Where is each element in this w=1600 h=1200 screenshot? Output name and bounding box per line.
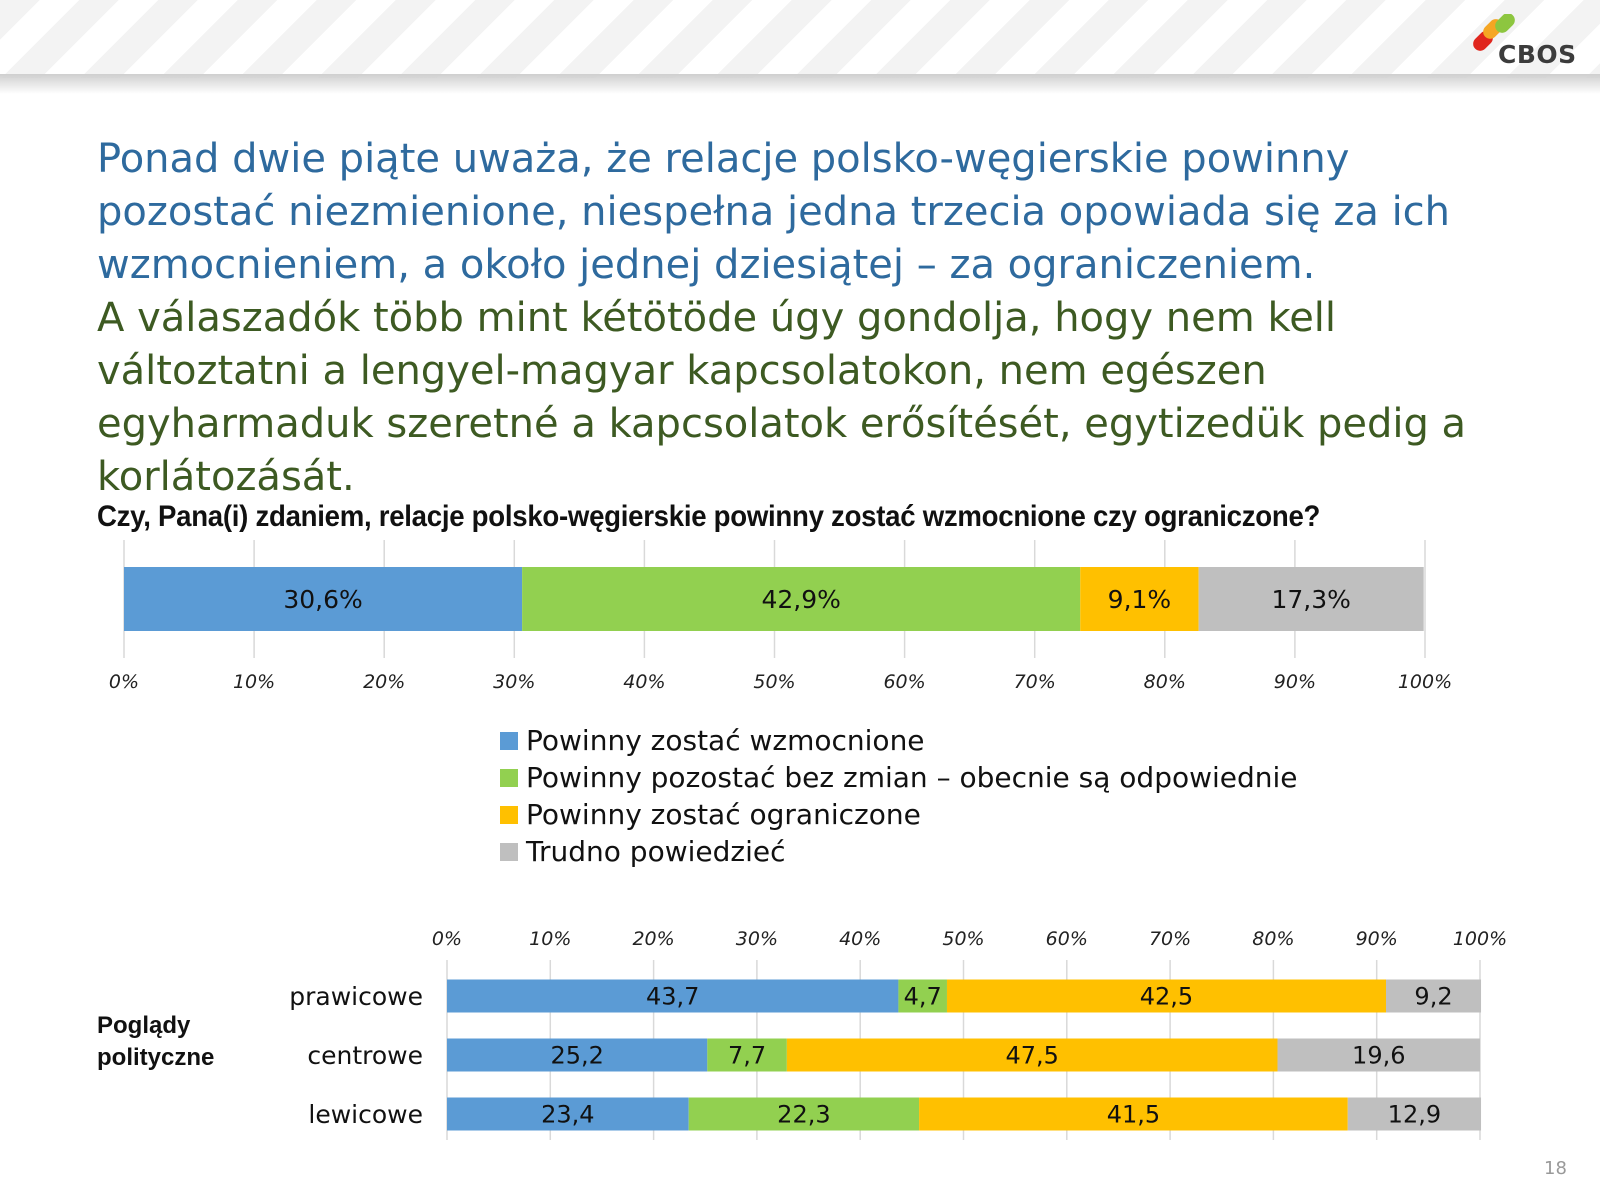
page-number: 18 <box>1544 1158 1567 1179</box>
data-label: 9,2 <box>1414 983 1452 1011</box>
headline-hungarian: A válaszadók több mint kétötöde úgy gond… <box>97 295 1467 500</box>
legend-label: Powinny pozostać bez zmian – obecnie są … <box>526 761 1298 794</box>
data-label: 42,5 <box>1140 983 1193 1011</box>
x-tick-label: 70% <box>1149 928 1191 950</box>
bar-segment <box>919 1097 1348 1131</box>
data-label: 23,4 <box>541 1101 594 1129</box>
bar-segment <box>707 1038 787 1072</box>
x-tick-label: 80% <box>1144 671 1186 693</box>
bar-segment <box>898 979 947 1013</box>
bar-segment <box>786 1038 1278 1072</box>
legend-swatch <box>500 805 518 824</box>
bar-segment <box>688 1097 920 1131</box>
legend-swatch <box>500 731 518 750</box>
data-label: 7,7 <box>728 1042 766 1070</box>
headline-polish: Ponad dwie piąte uważa, że relacje polsk… <box>97 136 1451 288</box>
x-tick-label: 100% <box>1453 928 1507 950</box>
political-views-label: Poglądy polityczne <box>97 1012 215 1071</box>
bar-segment <box>1347 1097 1482 1131</box>
bar-segment <box>522 567 1081 631</box>
x-tick-label: 80% <box>1252 928 1294 950</box>
header-band <box>0 0 1600 78</box>
legend-swatch <box>500 842 518 861</box>
bar-segment <box>447 1038 708 1072</box>
legend-item: Powinny zostać wzmocnione <box>500 722 1298 759</box>
headline: Ponad dwie piąte uważa, że relacje polsk… <box>97 133 1537 504</box>
bar-segment <box>124 567 523 631</box>
overall-stacked-bar-chart: 0% 10% 20% 30% 40% 50% 60% 70% 80% 90% 100% 30,6% 42… <box>109 540 1452 693</box>
category-label: prawicowe <box>289 982 423 1011</box>
legend-swatch <box>500 768 518 787</box>
bar-segment <box>1385 979 1482 1013</box>
x-tick-label: 90% <box>1356 928 1398 950</box>
data-label: 19,6 <box>1352 1042 1405 1070</box>
political-views-stacked-bar-chart: 0% 10% 20% 30% 40% 50% 60% 70% 80% 90% 100% 43,7 4,7… <box>289 928 1507 1140</box>
legend-item: Trudno powiedzieć <box>500 833 1298 870</box>
legend-label: Powinny zostać ograniczone <box>526 798 921 831</box>
bar-segment <box>946 979 1386 1013</box>
x-tick-label: 60% <box>1046 928 1088 950</box>
bar-segment <box>447 979 899 1013</box>
x-tick-label: 0% <box>432 928 462 950</box>
legend-item: Powinny pozostać bez zmian – obecnie są … <box>500 759 1298 796</box>
category-label: centrowe <box>307 1041 423 1070</box>
legend-label: Powinny zostać wzmocnione <box>526 724 925 757</box>
x-tick-label: 70% <box>1014 671 1056 693</box>
x-tick-label: 100% <box>1398 671 1452 693</box>
x-tick-label: 10% <box>529 928 571 950</box>
category-label: lewicowe <box>308 1100 423 1129</box>
chart-legend: Powinny zostać wzmocnione Powinny pozost… <box>500 722 1298 870</box>
data-label: 42,9% <box>761 585 840 614</box>
x-tick-label: 0% <box>109 671 139 693</box>
x-tick-label: 60% <box>883 671 925 693</box>
survey-question: Czy, Pana(i) zdaniem, relacje polsko-węg… <box>97 500 1321 533</box>
data-label: 9,1% <box>1108 585 1172 614</box>
logo-text: CBOS <box>1498 40 1577 69</box>
bar-segment <box>1080 567 1199 631</box>
data-label: 30,6% <box>283 585 362 614</box>
legend-label: Trudno powiedzieć <box>526 835 786 868</box>
bar-segment <box>1198 567 1424 631</box>
x-tick-label: 30% <box>736 928 778 950</box>
logo-petal-green <box>1495 14 1515 33</box>
x-tick-label: 10% <box>233 671 275 693</box>
x-tick-label: 20% <box>363 671 405 693</box>
data-label: 17,3% <box>1271 585 1350 614</box>
x-tick-label: 90% <box>1274 671 1316 693</box>
x-tick-label: 20% <box>632 928 674 950</box>
data-label: 25,2 <box>550 1042 603 1070</box>
x-tick-label: 40% <box>623 671 665 693</box>
data-label: 22,3 <box>777 1101 830 1129</box>
header-shadow <box>0 74 1600 94</box>
data-label: 41,5 <box>1107 1101 1160 1129</box>
data-label: 12,9 <box>1388 1101 1441 1129</box>
data-label: 4,7 <box>904 983 942 1011</box>
cbos-logo-icon <box>1473 14 1515 51</box>
legend-item: Powinny zostać ograniczone <box>500 796 1298 833</box>
x-tick-label: 40% <box>839 928 881 950</box>
data-label: 43,7 <box>646 983 699 1011</box>
bar-segment <box>447 1097 689 1131</box>
x-tick-label: 30% <box>493 671 535 693</box>
x-tick-label: 50% <box>753 671 795 693</box>
data-label: 47,5 <box>1005 1042 1058 1070</box>
x-tick-label: 50% <box>942 928 984 950</box>
bar-segment <box>1277 1038 1480 1072</box>
